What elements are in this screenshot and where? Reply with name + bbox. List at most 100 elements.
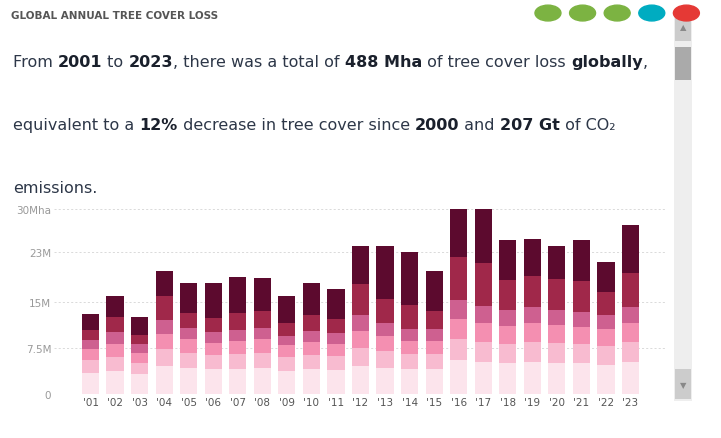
Text: 2000: 2000 — [415, 117, 459, 133]
Text: emissions.: emissions. — [13, 180, 97, 195]
Bar — [572, 312, 590, 327]
Bar — [107, 318, 124, 333]
Bar — [180, 283, 198, 313]
Bar — [622, 225, 639, 274]
Bar — [499, 240, 516, 280]
Bar — [327, 370, 345, 394]
Text: of tree cover loss: of tree cover loss — [422, 55, 571, 70]
Bar — [474, 210, 492, 263]
Bar — [425, 341, 443, 354]
Bar — [401, 370, 418, 394]
Bar — [523, 277, 541, 307]
Bar — [156, 350, 173, 367]
Bar — [107, 371, 124, 394]
Bar — [548, 310, 565, 325]
Bar — [180, 353, 198, 368]
Bar — [450, 301, 467, 319]
Bar — [523, 342, 541, 362]
Bar — [474, 306, 492, 324]
Text: ▲: ▲ — [680, 23, 686, 32]
Bar — [82, 330, 99, 340]
Bar — [401, 253, 418, 306]
Text: to: to — [102, 55, 129, 70]
Bar — [572, 281, 590, 312]
Text: 12%: 12% — [139, 117, 177, 133]
Bar — [548, 325, 565, 343]
Bar — [205, 318, 222, 333]
Bar — [450, 339, 467, 360]
Bar — [548, 279, 565, 310]
Bar — [229, 369, 247, 394]
Bar — [450, 258, 467, 301]
Bar — [82, 373, 99, 394]
Bar — [254, 311, 271, 328]
Bar — [278, 357, 296, 371]
Bar — [548, 247, 565, 279]
Text: , there was a total of: , there was a total of — [173, 55, 345, 70]
Bar — [499, 364, 516, 394]
Bar — [205, 356, 222, 370]
Bar — [107, 296, 124, 318]
Bar — [327, 333, 345, 344]
Bar — [303, 283, 320, 315]
Bar — [278, 324, 296, 336]
Bar — [180, 368, 198, 394]
Bar — [548, 363, 565, 394]
Bar — [572, 344, 590, 364]
Bar — [180, 328, 198, 339]
Bar — [352, 315, 369, 331]
Bar — [303, 331, 320, 342]
Bar — [622, 342, 639, 362]
Bar — [107, 357, 124, 371]
Bar — [401, 306, 418, 329]
Bar — [156, 271, 173, 296]
Text: equivalent to a: equivalent to a — [13, 117, 139, 133]
Bar — [572, 327, 590, 344]
Bar — [303, 355, 320, 370]
Bar — [180, 339, 198, 353]
Bar — [376, 351, 394, 368]
Text: From: From — [13, 55, 58, 70]
Bar — [622, 307, 639, 324]
Bar — [523, 324, 541, 342]
Bar — [254, 368, 271, 394]
Bar — [597, 330, 614, 346]
Bar — [622, 274, 639, 307]
Bar — [425, 354, 443, 370]
Bar — [254, 353, 271, 368]
FancyBboxPatch shape — [675, 48, 691, 81]
Text: decrease in tree cover since: decrease in tree cover since — [177, 117, 415, 133]
Text: 2001: 2001 — [58, 55, 102, 70]
Bar — [401, 354, 418, 370]
Text: 2023: 2023 — [129, 55, 173, 70]
Bar — [327, 356, 345, 370]
Bar — [499, 344, 516, 364]
Bar — [523, 307, 541, 324]
Bar — [597, 262, 614, 293]
Bar — [156, 334, 173, 350]
Bar — [156, 321, 173, 334]
Bar — [278, 371, 296, 394]
Bar — [229, 277, 247, 314]
Bar — [597, 315, 614, 330]
Bar — [622, 324, 639, 342]
Bar — [254, 328, 271, 339]
Bar — [401, 341, 418, 354]
Bar — [597, 365, 614, 394]
Text: ▼: ▼ — [680, 380, 686, 389]
Bar — [303, 342, 320, 355]
Bar — [376, 247, 394, 299]
Bar — [131, 353, 149, 364]
Bar — [82, 340, 99, 350]
Bar — [474, 324, 492, 342]
Bar — [205, 333, 222, 343]
Bar — [82, 314, 99, 330]
Text: 207 Gt: 207 Gt — [500, 117, 559, 133]
Bar — [425, 271, 443, 311]
Bar — [327, 290, 345, 319]
Bar — [450, 360, 467, 394]
Bar — [622, 362, 639, 394]
Bar — [597, 293, 614, 315]
Bar — [82, 350, 99, 360]
Bar — [425, 311, 443, 330]
